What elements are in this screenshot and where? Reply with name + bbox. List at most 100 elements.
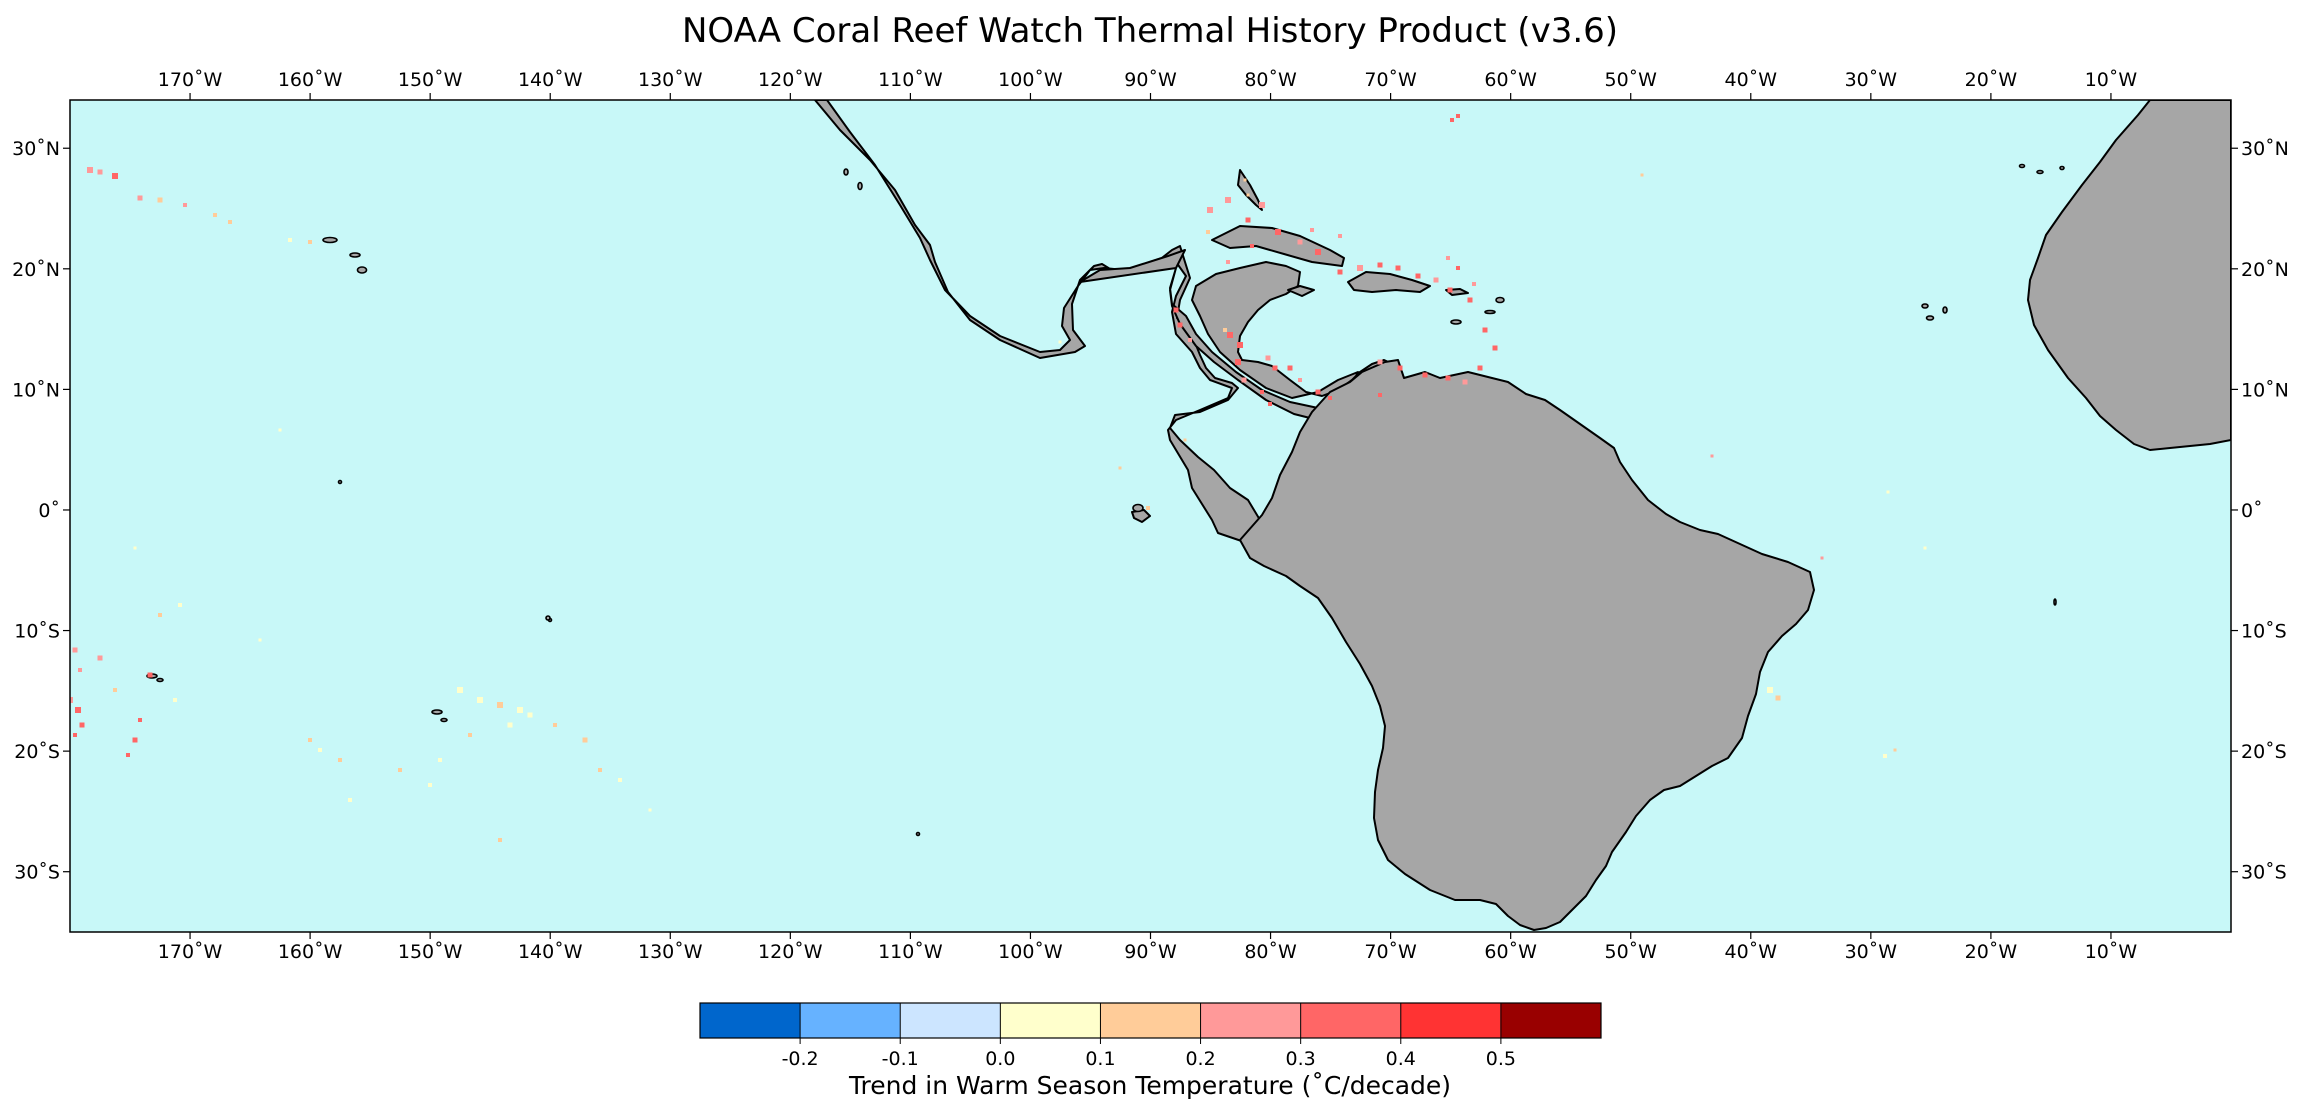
lon-tick-label-bottom: 90˚W <box>1124 941 1177 963</box>
reef-trend-pixel <box>72 647 78 653</box>
reef-trend-pixel <box>1275 229 1281 235</box>
south-america-landmass <box>1239 359 1815 931</box>
small-island <box>349 252 361 258</box>
lon-tick-label-top: 110˚W <box>878 69 943 91</box>
small-island <box>1450 319 1462 325</box>
reef-trend-pixel <box>137 195 143 201</box>
reef-trend-pixel <box>87 167 93 173</box>
reef-trend-pixel <box>1467 297 1473 303</box>
reef-trend-pixel <box>1235 359 1241 365</box>
reef-trend-pixel <box>1183 438 1187 442</box>
lat-tick-label-left: 0˚ <box>38 500 60 522</box>
small-island <box>2036 169 2044 175</box>
reef-trend-pixel <box>1923 546 1927 550</box>
colorbar-segment <box>1100 1003 1202 1038</box>
small-island <box>156 677 164 683</box>
reef-trend-pixel <box>477 697 483 703</box>
lat-tick-label-left: 10˚N <box>12 379 60 401</box>
reef-trend-pixel <box>1241 377 1247 383</box>
small-island <box>2059 165 2065 171</box>
lon-tick-label-bottom: 130˚W <box>638 941 703 963</box>
colorbar-segment <box>1200 1003 1302 1038</box>
reef-trend-pixel <box>1206 230 1210 234</box>
small-island <box>1942 306 1948 314</box>
latitude-ticks-left: 30˚N 20˚N 10˚N 0˚ 10˚S 20˚S 30˚S <box>12 138 70 884</box>
reef-trend-pixel <box>157 197 163 203</box>
small-island <box>1925 315 1935 321</box>
lon-tick-label-top: 140˚W <box>518 69 583 91</box>
lon-tick-label-top: 20˚W <box>1965 69 2018 91</box>
lon-tick-label-bottom: 70˚W <box>1364 941 1417 963</box>
reef-trend-pixel <box>73 733 77 737</box>
reef-trend-pixel <box>618 778 622 782</box>
lon-tick-label-bottom: 170˚W <box>158 941 223 963</box>
reef-trend-pixel <box>1477 365 1483 371</box>
lon-tick-label-bottom: 40˚W <box>1725 941 1778 963</box>
reef-trend-pixel <box>1883 754 1887 758</box>
reef-trend-pixel <box>113 688 117 692</box>
reef-trend-pixel <box>1226 260 1230 264</box>
lon-tick-label-top: 40˚W <box>1725 69 1778 91</box>
reef-trend-pixel <box>79 722 85 728</box>
reef-trend-pixel <box>228 220 232 224</box>
reef-trend-pixel <box>1250 244 1254 248</box>
lon-tick-label-bottom: 110˚W <box>878 941 943 963</box>
colorbar-segment <box>1400 1003 1502 1038</box>
reef-trend-pixel <box>1395 265 1401 271</box>
reef-trend-pixel <box>1265 355 1271 361</box>
lat-tick-label-left: 20˚S <box>14 741 60 763</box>
colorbar-ticks: -0.2 -0.1 0.0 0.1 0.2 0.3 0.4 0.5 <box>782 1003 1516 1070</box>
reef-trend-pixel <box>1118 466 1122 470</box>
small-island <box>356 266 368 274</box>
pacific-islands-layer <box>146 163 2065 837</box>
small-island <box>1495 296 1505 304</box>
colorbar-frame <box>699 1002 1602 1039</box>
small-island <box>545 615 551 621</box>
lon-tick-label-top: 100˚W <box>998 69 1063 91</box>
reef-trend-pixel <box>70 697 73 703</box>
lon-tick-label-bottom: 100˚W <box>998 941 1063 963</box>
reef-trend-pixel <box>308 240 312 244</box>
reef-trend-pixel <box>1338 234 1342 238</box>
colorbar-label: Trend in Warm Season Temperature (˚C/dec… <box>848 1071 1451 1100</box>
small-island <box>322 236 338 244</box>
lon-tick-label-top: 150˚W <box>398 69 463 91</box>
lon-tick-label-bottom: 20˚W <box>1965 941 2018 963</box>
colorbar-segment <box>1300 1003 1402 1038</box>
reef-trend-pixel <box>1492 345 1498 351</box>
lat-tick-label-right: 20˚N <box>2241 259 2289 281</box>
reef-trend-pixel <box>173 698 177 702</box>
reef-trend-pixel <box>213 213 217 217</box>
lon-tick-label-bottom: 160˚W <box>278 941 343 963</box>
lon-tick-label-top: 170˚W <box>158 69 223 91</box>
reef-trend-pixel <box>308 738 312 742</box>
reef-trend-pixel <box>278 428 282 432</box>
lon-tick-label-top: 90˚W <box>1124 69 1177 91</box>
colorbar: -0.2 -0.1 0.0 0.1 0.2 0.3 0.4 0.5 Trend in Warm… <box>699 1002 1602 1100</box>
longitude-ticks-bottom: 170˚W 160˚W 150˚W 140˚W 130˚W 120˚W 110˚W 100˚W… <box>158 932 2137 963</box>
lat-tick-label-left: 30˚N <box>12 138 60 160</box>
small-island <box>1921 303 1929 309</box>
lat-tick-label-right: 30˚S <box>2241 862 2287 884</box>
reef-trend-pixel <box>1482 327 1488 333</box>
reef-trend-pixel <box>1259 202 1265 208</box>
land-layer <box>814 100 2231 931</box>
lat-tick-label-left: 20˚N <box>12 259 60 281</box>
colorbar-tick-label: 0.5 <box>1486 1048 1516 1070</box>
reef-trend-pixel <box>468 733 472 737</box>
reef-trend-pixel <box>97 655 103 661</box>
reef-trend-pixel <box>288 238 292 242</box>
reef-trend-pixel <box>1710 454 1714 458</box>
reef-trend-pixel <box>438 758 442 762</box>
lon-tick-label-bottom: 140˚W <box>518 941 583 963</box>
longitude-ticks-top: 170˚W 160˚W 150˚W 140˚W 130˚W 120˚W 110˚W 100˚W… <box>158 69 2137 100</box>
map-title: NOAA Coral Reef Watch Thermal History Pr… <box>682 11 1618 51</box>
reef-trend-pixel <box>1207 207 1213 213</box>
colorbar-tick-label: -0.1 <box>882 1048 919 1070</box>
lon-tick-label-top: 50˚W <box>1604 69 1657 91</box>
reef-trend-pixel <box>318 748 322 752</box>
reef-trend-pixel <box>1397 365 1403 371</box>
lon-tick-label-top: 60˚W <box>1484 69 1537 91</box>
lon-tick-label-bottom: 60˚W <box>1484 941 1537 963</box>
colorbar-tick-label: 0.3 <box>1286 1048 1316 1070</box>
